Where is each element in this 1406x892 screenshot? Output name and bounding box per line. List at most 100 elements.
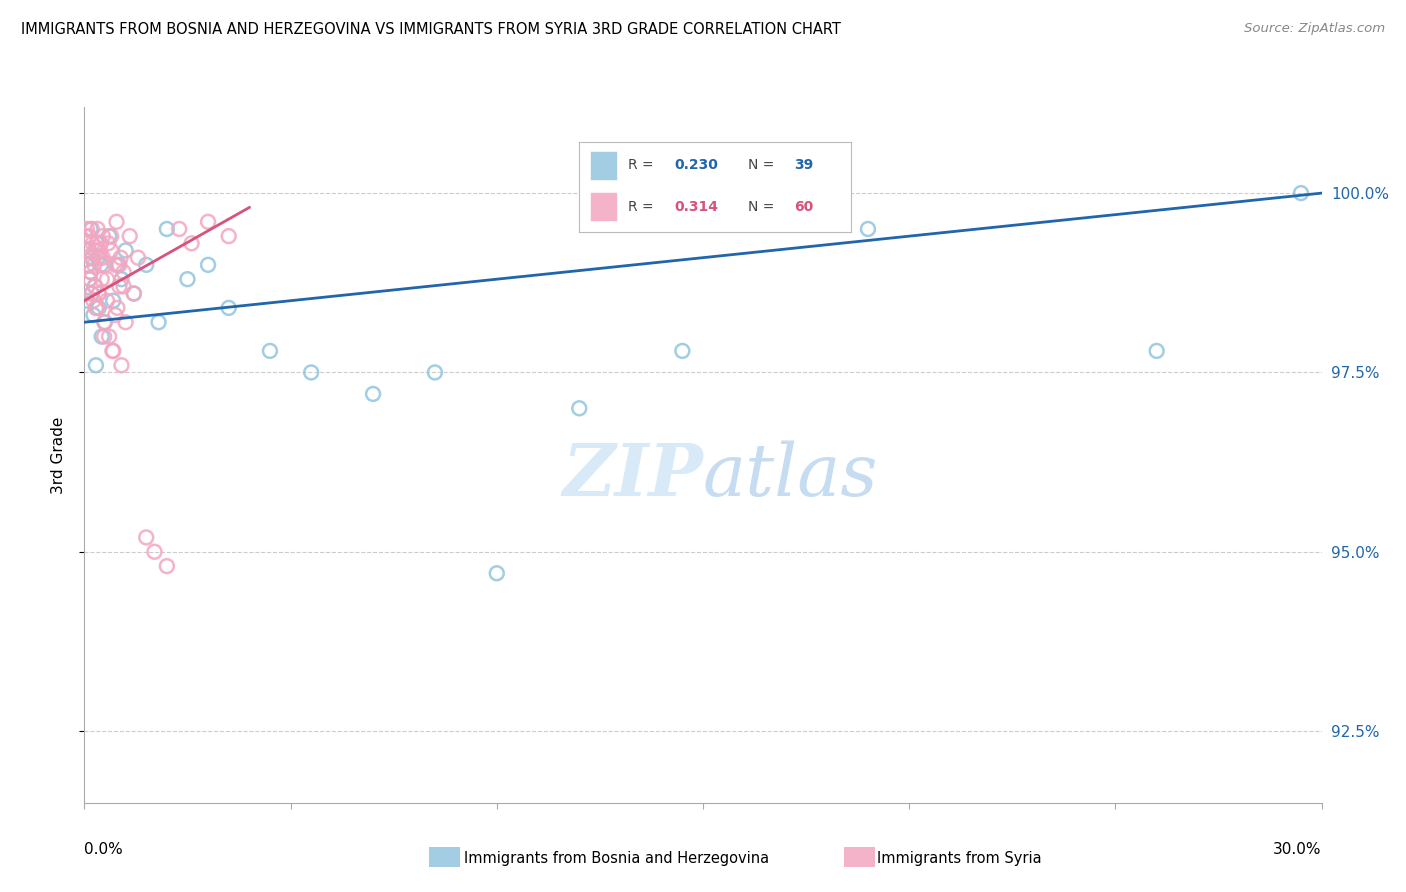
Point (1289, 186, 1312, 200)
Point (86, 301, 108, 315)
Point (96, 272, 118, 286)
Point (82, 293, 104, 308)
Point (110, 272, 132, 286)
Point (84, 279, 107, 293)
Point (122, 286, 145, 301)
Point (75, 293, 97, 308)
Point (86, 236, 108, 251)
Point (156, 559, 179, 574)
Point (89, 244, 111, 258)
Point (180, 236, 202, 251)
Point (118, 229, 141, 244)
Point (76, 222, 98, 236)
Point (568, 401, 591, 416)
Point (671, 343, 693, 358)
Text: ZIP: ZIP (562, 441, 703, 511)
Text: 30.0%: 30.0% (1274, 842, 1322, 857)
Point (1146, 343, 1168, 358)
Point (148, 315, 170, 329)
Point (80, 286, 103, 301)
Point (91, 251, 114, 265)
Point (104, 308, 127, 322)
Point (259, 343, 281, 358)
Point (110, 358, 132, 372)
Point (100, 244, 122, 258)
Point (86, 222, 108, 236)
Point (79, 265, 101, 279)
Text: atlas: atlas (703, 441, 879, 511)
Point (90, 236, 112, 251)
Point (135, 258, 157, 272)
Point (108, 258, 131, 272)
Point (86, 251, 108, 265)
Point (197, 215, 219, 229)
Text: N =: N = (748, 200, 775, 214)
Point (110, 251, 132, 265)
Point (75, 236, 97, 251)
Point (79, 272, 101, 286)
Point (167, 222, 190, 236)
Point (108, 279, 131, 293)
Point (84, 358, 107, 372)
Point (423, 366, 446, 380)
Text: 39: 39 (794, 159, 814, 172)
Point (75, 229, 97, 244)
Point (87, 301, 110, 315)
Point (122, 286, 145, 301)
Point (80, 222, 103, 236)
Y-axis label: 3rd Grade: 3rd Grade (51, 417, 66, 493)
Point (98, 229, 121, 244)
Point (105, 215, 128, 229)
Point (105, 301, 128, 315)
Text: 60: 60 (794, 200, 814, 214)
Point (80, 251, 103, 265)
Point (127, 251, 149, 265)
Point (89, 251, 111, 265)
Point (485, 566, 508, 581)
Point (94, 315, 117, 329)
Bar (591, 151, 617, 180)
Text: IMMIGRANTS FROM BOSNIA AND HERZEGOVINA VS IMMIGRANTS FROM SYRIA 3RD GRADE CORREL: IMMIGRANTS FROM BOSNIA AND HERZEGOVINA V… (21, 22, 841, 37)
Point (104, 258, 127, 272)
Point (79, 222, 101, 236)
Point (135, 530, 157, 544)
Point (90, 329, 112, 343)
Point (84, 301, 107, 315)
Point (98, 329, 121, 343)
Point (156, 222, 179, 236)
Point (91, 229, 114, 244)
Point (83, 244, 105, 258)
Text: Immigrants from Bosnia and Herzegovina: Immigrants from Bosnia and Herzegovina (464, 851, 769, 865)
Point (90, 272, 112, 286)
Point (82, 251, 104, 265)
Point (100, 229, 122, 244)
Bar (591, 193, 617, 221)
Point (83, 258, 105, 272)
Point (76, 258, 98, 272)
Point (197, 258, 219, 272)
Point (361, 387, 384, 401)
Point (218, 301, 240, 315)
Point (112, 265, 135, 279)
Point (77, 258, 100, 272)
Text: Source: ZipAtlas.com: Source: ZipAtlas.com (1244, 22, 1385, 36)
Text: 0.314: 0.314 (675, 200, 718, 214)
Point (93, 329, 115, 343)
Point (94, 258, 117, 272)
Point (105, 258, 128, 272)
Point (103, 343, 125, 358)
Point (87, 286, 110, 301)
Text: Immigrants from Syria: Immigrants from Syria (877, 851, 1042, 865)
Text: R =: R = (628, 159, 654, 172)
Point (82, 236, 104, 251)
Point (176, 272, 198, 286)
Point (76, 244, 98, 258)
Point (143, 545, 166, 559)
Point (101, 343, 124, 358)
Text: 0.0%: 0.0% (84, 842, 124, 857)
Point (77, 244, 100, 258)
Point (79, 265, 101, 279)
Text: N =: N = (748, 159, 775, 172)
Point (96, 293, 118, 308)
Point (82, 308, 104, 322)
